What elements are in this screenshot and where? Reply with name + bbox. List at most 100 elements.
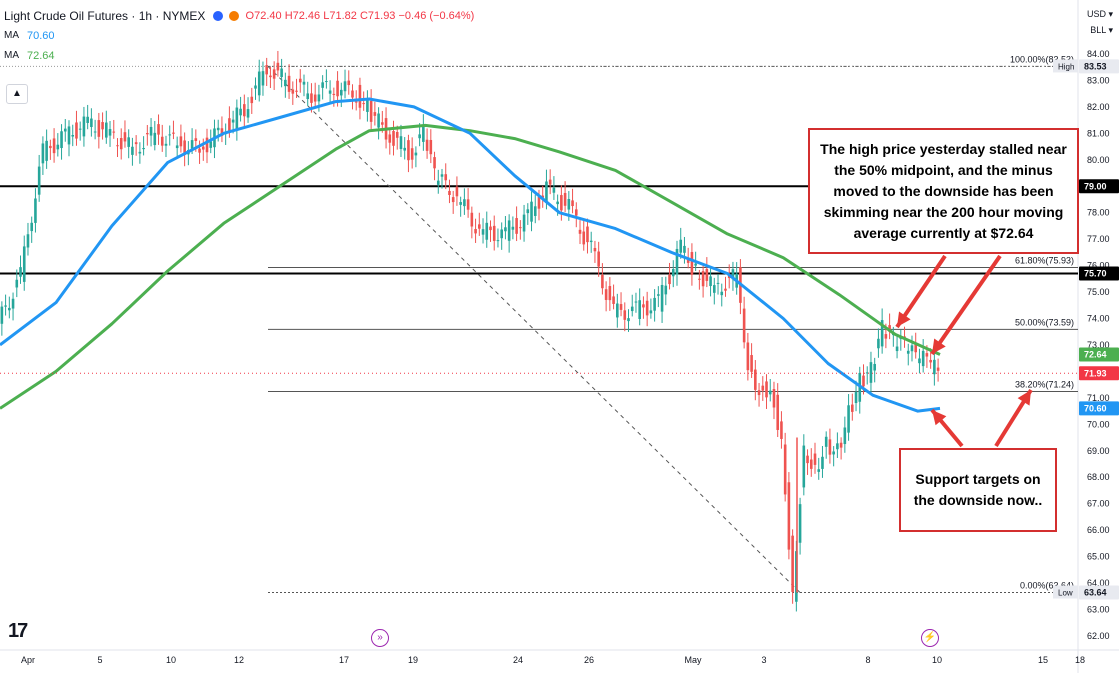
price-tag-bg (1079, 347, 1119, 362)
x-tick-label: Apr (21, 655, 35, 665)
y-tick-label: 81.00 (1087, 128, 1110, 138)
candle-body (164, 143, 168, 146)
price-tag-value: 75.70 (1084, 269, 1107, 279)
price-tag-side-label: High (1058, 62, 1074, 71)
candle-body (280, 68, 283, 78)
candle-body (153, 132, 157, 146)
ma1-label[interactable]: MA (4, 30, 19, 41)
candle-body (504, 227, 507, 232)
candle-body (802, 445, 806, 488)
candle-body (500, 229, 503, 239)
candle-body (15, 279, 19, 288)
candle-body (414, 152, 418, 156)
candle-body (526, 209, 530, 214)
price-tag-bg (1079, 59, 1119, 74)
candle-body (828, 439, 832, 455)
price-tag-side-label: Low (1058, 589, 1073, 598)
candle-body (448, 190, 451, 195)
candle-body (787, 482, 791, 550)
ma100-line (0, 97, 941, 413)
candle-body (750, 355, 753, 372)
candle-body (567, 198, 571, 210)
candle-body (556, 201, 559, 205)
candle-body (63, 128, 67, 132)
symbol-title[interactable]: Light Crude Oil Futures · 1h · NYMEX (4, 9, 206, 23)
tradingview-logo[interactable]: 17 (8, 620, 28, 642)
candle-body (817, 469, 821, 472)
fib-level-label: 38.20%(71.24) (1015, 380, 1074, 390)
candle-body (250, 96, 254, 104)
candle-body (377, 113, 380, 128)
x-tick-label: 17 (339, 655, 349, 665)
candle-body (791, 535, 794, 592)
candle-body (455, 186, 459, 197)
candle-body (645, 300, 649, 316)
candle-body (26, 234, 30, 248)
candle-body (627, 318, 630, 322)
candle-body (813, 453, 817, 465)
y-tick-label: 64.00 (1087, 578, 1110, 588)
fib-level-label: 61.80%(75.93) (1015, 255, 1074, 265)
candle-body (533, 206, 537, 216)
candle-body (608, 286, 612, 301)
annotation-bottom: Support targets on the downside now.. (899, 448, 1057, 532)
candle-body (392, 130, 395, 146)
annotation-arrow-50pct (895, 254, 947, 329)
candle-body (403, 147, 407, 151)
y-tick-label: 63.00 (1087, 604, 1110, 614)
candle-body (772, 389, 776, 408)
candle-body (284, 79, 287, 87)
candle-body (586, 226, 589, 243)
candle-body (548, 179, 552, 185)
candle-body (451, 197, 455, 203)
candle-body (806, 455, 809, 464)
candle-body (821, 456, 824, 469)
candle-body (209, 141, 213, 148)
candle-body (354, 101, 358, 103)
ma2-label[interactable]: MA (4, 50, 19, 61)
candle-body (862, 375, 865, 387)
candle-body (60, 131, 63, 149)
candle-body (436, 180, 440, 185)
candle-body (52, 138, 56, 154)
candle-body (918, 358, 921, 364)
candle-body (11, 298, 15, 309)
y-tick-label: 77.00 (1087, 234, 1110, 244)
candle-body (205, 137, 209, 153)
candle-body (444, 174, 448, 181)
fib-level-label: 50.00%(73.59) (1015, 317, 1074, 327)
candle-body (832, 451, 835, 455)
candle-body (601, 274, 604, 289)
open-value: O72.40 (245, 9, 282, 22)
candle-body (30, 222, 34, 232)
candle-body (824, 436, 828, 447)
y-tick-label: 66.00 (1087, 525, 1110, 535)
candle-body (90, 118, 93, 128)
event-marker-icon[interactable]: » (371, 629, 389, 647)
candle-body (854, 391, 858, 404)
candle-body (690, 252, 694, 275)
candle-body (172, 132, 175, 134)
lightning-event-icon[interactable]: ⚡ (921, 629, 939, 647)
candle-body (675, 248, 679, 275)
candle-body (731, 269, 735, 280)
candle-body (313, 94, 317, 102)
candle-body (265, 65, 268, 75)
candle-body (325, 81, 328, 83)
price-tag-side-bg (1053, 585, 1078, 599)
y-tick-label: 68.00 (1087, 472, 1110, 482)
candle-body (93, 131, 97, 133)
candle-body (388, 134, 392, 143)
candle-body (49, 145, 52, 149)
candle-body (593, 247, 597, 252)
candle-body (519, 227, 522, 229)
candle-body (780, 421, 783, 439)
chart-legend: Light Crude Oil Futures · 1h · NYMEX O72… (4, 6, 474, 66)
candle-body (634, 301, 638, 303)
currency-selector[interactable]: USD ▾ BLL ▾ (1086, 9, 1113, 35)
price-tag-value: 63.64 (1084, 588, 1107, 598)
candle-body (746, 342, 750, 371)
candle-body (231, 119, 235, 123)
legend-collapse-button[interactable]: ▲ (6, 84, 28, 104)
